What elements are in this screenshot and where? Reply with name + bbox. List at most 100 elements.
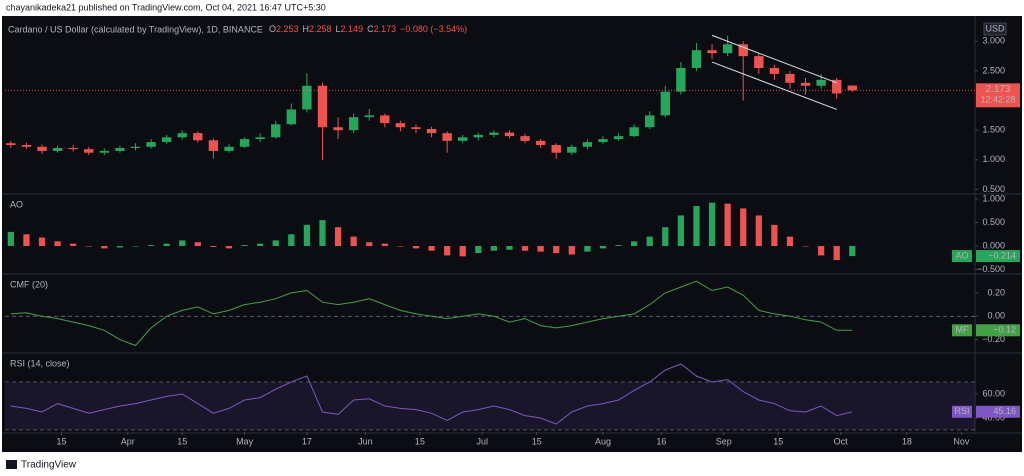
candle-body bbox=[458, 137, 468, 141]
x-tick-label: Jun bbox=[358, 436, 373, 446]
x-tick-label: Aug bbox=[595, 436, 611, 446]
ao-bar bbox=[521, 246, 529, 251]
header: chayanikadeka21 published on TradingView… bbox=[6, 2, 326, 12]
series-tag-name: AO bbox=[955, 250, 968, 260]
candle-body bbox=[193, 133, 203, 141]
candle-body bbox=[847, 85, 857, 91]
series-tag-box bbox=[952, 405, 972, 418]
ao-bar bbox=[802, 246, 809, 247]
ao-bar bbox=[116, 246, 124, 248]
y-tick-label: 0.00 bbox=[987, 311, 1005, 321]
ao-bar bbox=[210, 246, 217, 247]
ao-bar bbox=[38, 237, 46, 247]
currency: USD bbox=[985, 23, 1005, 33]
y-tick-label: 0.20 bbox=[987, 287, 1005, 297]
ao-bar bbox=[225, 246, 233, 249]
ao-bar bbox=[444, 246, 451, 256]
y-tick-label: 0.500 bbox=[982, 217, 1005, 227]
ao-bar bbox=[506, 246, 513, 250]
ohlc-value: 2.173 bbox=[374, 24, 397, 34]
candle-body bbox=[660, 91, 670, 116]
x-tick-label: 15 bbox=[177, 436, 187, 446]
ao-bar bbox=[132, 246, 139, 247]
candle-body bbox=[567, 146, 577, 153]
candle-body bbox=[489, 132, 499, 135]
logo-mark bbox=[6, 460, 17, 469]
x-tick-label: Nov bbox=[953, 436, 970, 446]
x-tick-label: 15 bbox=[532, 436, 542, 446]
indicator-line bbox=[10, 363, 853, 425]
ao-bar bbox=[334, 227, 342, 247]
candle-body bbox=[37, 146, 47, 151]
channel-line bbox=[711, 34, 837, 84]
ao-bar bbox=[350, 236, 357, 247]
ao-bar bbox=[818, 246, 825, 256]
candle-body bbox=[161, 137, 172, 143]
series-tag-box bbox=[952, 324, 972, 337]
ao-bar bbox=[693, 206, 700, 247]
y-tick-label: 1.500 bbox=[982, 125, 1005, 135]
ao-bar bbox=[677, 215, 684, 247]
ao-bar bbox=[786, 236, 794, 247]
candle-body bbox=[302, 85, 312, 110]
candle-body bbox=[769, 67, 780, 74]
price-tag-box bbox=[976, 83, 1020, 108]
ao-bar bbox=[490, 246, 498, 251]
candle-body bbox=[208, 140, 219, 151]
footer: TradingView bbox=[21, 460, 77, 471]
series-tag-value-box bbox=[976, 405, 1020, 418]
candle-body bbox=[239, 139, 250, 147]
ao-bar bbox=[724, 203, 731, 247]
candle-body bbox=[676, 67, 686, 92]
ohlc-key: H bbox=[303, 24, 310, 34]
ao-bar bbox=[179, 240, 186, 247]
y-tick-label: 2.500 bbox=[982, 65, 1005, 75]
series-tag-name: MF bbox=[956, 325, 969, 335]
y-tick-label: 1.000 bbox=[982, 154, 1005, 164]
y-tick-label: 3.000 bbox=[982, 36, 1005, 46]
price-change: −0.080 (−3.54%) bbox=[400, 24, 467, 34]
candle-body bbox=[629, 127, 639, 137]
candle-body bbox=[317, 85, 328, 128]
rsi-band bbox=[5, 381, 975, 430]
chart-title: Cardano / US Dollar (calculated by Tradi… bbox=[8, 24, 467, 34]
y-tick-label: 1.000 bbox=[982, 193, 1005, 203]
candle-body bbox=[707, 50, 717, 54]
candle-body bbox=[177, 133, 187, 138]
ao-bar bbox=[381, 243, 388, 247]
candle-body bbox=[535, 140, 546, 146]
ao-bar bbox=[288, 234, 295, 247]
candle-body bbox=[411, 127, 421, 130]
x-tick-label: 15 bbox=[415, 436, 425, 446]
candle-body bbox=[582, 142, 593, 147]
x-tick-label: 18 bbox=[902, 436, 912, 446]
ao-bar bbox=[833, 246, 840, 261]
ao-bar bbox=[568, 246, 575, 255]
candle-body bbox=[99, 150, 110, 153]
ao-bar bbox=[241, 245, 248, 247]
x-tick-label: Sep bbox=[716, 436, 732, 446]
x-tick-label: Jul bbox=[476, 436, 488, 446]
candle-body bbox=[364, 115, 374, 118]
ao-bar bbox=[397, 246, 404, 247]
currency-box bbox=[983, 22, 1007, 36]
x-tick-label: 15 bbox=[56, 436, 66, 446]
ao-bar bbox=[849, 246, 856, 257]
series-tag-value: −0.12 bbox=[993, 325, 1016, 335]
series-tag-box bbox=[952, 250, 972, 263]
ao-bar bbox=[7, 231, 14, 247]
candle-body bbox=[84, 149, 94, 153]
candle-body bbox=[520, 136, 530, 141]
ao-bar bbox=[771, 224, 778, 247]
ao-bar bbox=[475, 246, 482, 254]
y-tick-label: −0.500 bbox=[977, 264, 1005, 274]
ohlc-value: 2.149 bbox=[341, 24, 364, 34]
candle-body bbox=[645, 115, 655, 128]
ao-bar bbox=[584, 246, 591, 252]
ao-bar bbox=[257, 243, 264, 247]
candle-body bbox=[426, 129, 437, 134]
candle-body bbox=[598, 139, 608, 143]
x-tick-label: 17 bbox=[302, 436, 312, 446]
ao-bar bbox=[303, 224, 311, 247]
candle-body bbox=[21, 145, 32, 147]
